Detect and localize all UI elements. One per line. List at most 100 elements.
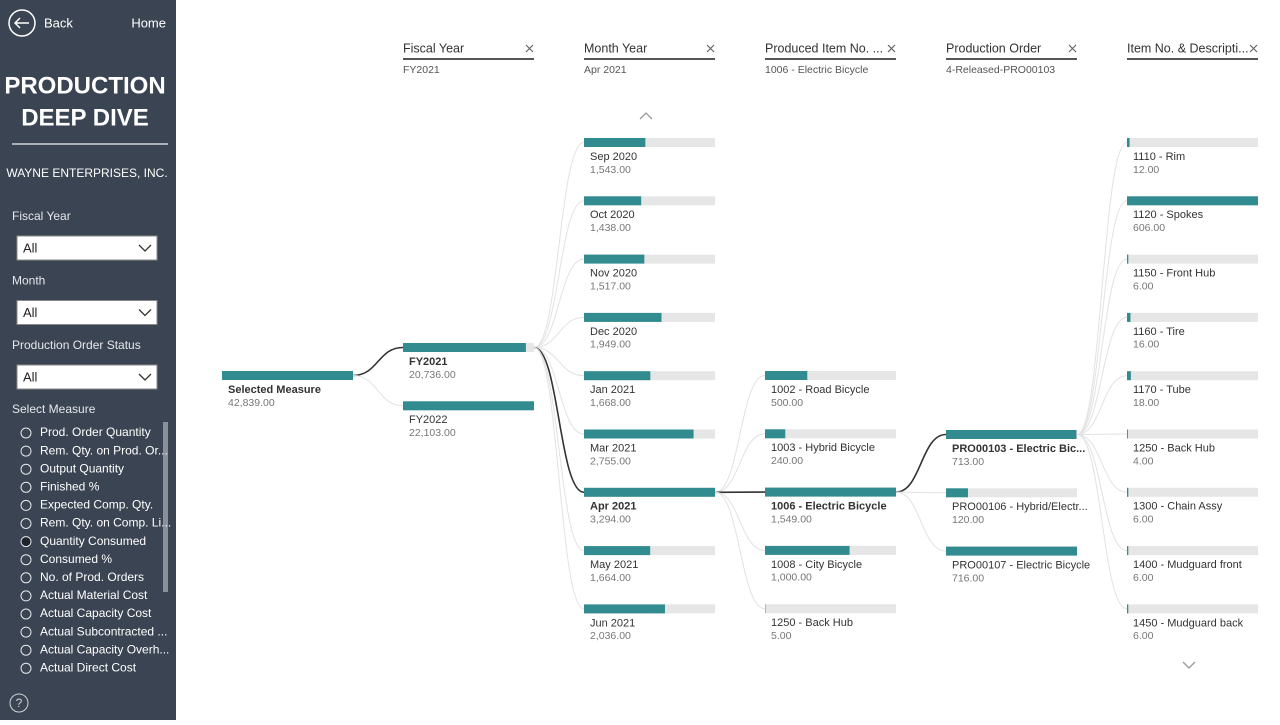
bar[interactable] bbox=[584, 255, 644, 264]
node-label[interactable]: Sep 2020 bbox=[590, 151, 637, 163]
measure-option[interactable]: Actual Direct Cost bbox=[40, 660, 137, 674]
connector bbox=[534, 348, 584, 551]
back-label[interactable]: Back bbox=[44, 15, 73, 30]
measure-option[interactable]: Actual Material Cost bbox=[40, 588, 148, 602]
filter-dropdown[interactable] bbox=[17, 301, 157, 325]
measure-option[interactable]: Expected Comp. Qty. bbox=[40, 498, 153, 512]
bar-track bbox=[1127, 371, 1258, 380]
node-label[interactable]: 1450 - Mudguard back bbox=[1133, 617, 1244, 629]
node-label[interactable]: 1003 - Hybrid Bicycle bbox=[771, 442, 875, 454]
bar[interactable] bbox=[584, 138, 645, 147]
bar[interactable] bbox=[403, 401, 534, 410]
measure-option[interactable]: Quantity Consumed bbox=[40, 534, 146, 548]
connector bbox=[1077, 143, 1127, 435]
measure-option[interactable]: Prod. Order Quantity bbox=[40, 425, 151, 439]
node-label[interactable]: 1110 - Rim bbox=[1133, 151, 1185, 163]
bar[interactable] bbox=[584, 604, 665, 613]
measure-option[interactable]: Consumed % bbox=[40, 552, 112, 566]
filter-dropdown[interactable] bbox=[17, 236, 157, 260]
node-label[interactable]: 1008 - City Bicycle bbox=[771, 559, 862, 571]
bar[interactable] bbox=[1127, 430, 1128, 439]
remove-level[interactable] bbox=[707, 45, 714, 52]
bar[interactable] bbox=[1127, 313, 1130, 322]
measure-option[interactable]: Rem. Qty. on Prod. Or... bbox=[40, 443, 168, 457]
measure-option[interactable]: Actual Capacity Cost bbox=[40, 606, 152, 620]
node-label[interactable]: 1250 - Back Hub bbox=[771, 617, 853, 629]
node-label[interactable]: PRO00107 - Electric Bicycle bbox=[952, 560, 1090, 572]
bar[interactable] bbox=[765, 429, 785, 438]
node-label[interactable]: 1400 - Mudguard front bbox=[1133, 559, 1242, 571]
node-label[interactable]: Apr 2021 bbox=[590, 501, 636, 513]
filter-value: All bbox=[23, 305, 38, 320]
bar[interactable] bbox=[946, 547, 1077, 556]
bar[interactable] bbox=[1127, 546, 1128, 555]
bar[interactable] bbox=[1127, 138, 1130, 147]
filter-dropdown[interactable] bbox=[17, 365, 157, 389]
node-label[interactable]: PRO00103 - Electric Bic... bbox=[952, 443, 1085, 455]
bar[interactable] bbox=[1127, 488, 1128, 497]
bar[interactable] bbox=[584, 371, 650, 380]
node-label[interactable]: 1120 - Spokes bbox=[1133, 209, 1204, 221]
node-label[interactable]: Oct 2020 bbox=[590, 209, 635, 221]
remove-level[interactable] bbox=[1069, 45, 1076, 52]
connector bbox=[534, 143, 584, 348]
bar[interactable] bbox=[765, 371, 807, 380]
bar[interactable] bbox=[584, 196, 641, 205]
bar[interactable] bbox=[765, 546, 850, 555]
node-label[interactable]: Dec 2020 bbox=[590, 326, 637, 338]
node-label[interactable]: FY2021 bbox=[409, 356, 448, 368]
bar[interactable] bbox=[765, 488, 896, 497]
bar[interactable] bbox=[1127, 196, 1258, 205]
radio-button[interactable] bbox=[21, 537, 31, 547]
remove-level[interactable] bbox=[526, 45, 533, 52]
bar[interactable] bbox=[584, 313, 662, 322]
node-label[interactable]: May 2021 bbox=[590, 559, 638, 571]
bar[interactable] bbox=[584, 430, 694, 439]
node-label[interactable]: 1160 - Tire bbox=[1133, 326, 1185, 338]
measure-option[interactable]: Finished % bbox=[40, 479, 100, 493]
node-label[interactable]: Nov 2020 bbox=[590, 268, 637, 280]
node-label[interactable]: 1006 - Electric Bicycle bbox=[771, 501, 887, 513]
node-label[interactable]: 1300 - Chain Assy bbox=[1133, 501, 1223, 513]
measure-option[interactable]: Actual Subcontracted ... bbox=[40, 624, 167, 638]
home-link[interactable]: Home bbox=[131, 15, 166, 30]
filter-value: All bbox=[23, 240, 38, 255]
node-label[interactable]: 1002 - Road Bicycle bbox=[771, 384, 869, 396]
scroll-down[interactable] bbox=[1183, 662, 1195, 668]
bar[interactable] bbox=[403, 343, 526, 352]
node-label[interactable]: 1150 - Front Hub bbox=[1133, 268, 1215, 280]
remove-level[interactable] bbox=[1250, 45, 1257, 52]
node-label[interactable]: 1170 - Tube bbox=[1133, 384, 1191, 396]
level-selection: 4-Released-PRO00103 bbox=[946, 64, 1055, 76]
level-header: Month Year bbox=[584, 41, 647, 55]
node-label[interactable]: PRO00106 - Hybrid/Electr... bbox=[952, 501, 1088, 513]
node-label[interactable]: Jan 2021 bbox=[590, 384, 635, 396]
measure-option[interactable]: Rem. Qty. on Comp. Li... bbox=[40, 516, 171, 530]
bar[interactable] bbox=[1127, 604, 1128, 613]
node-label[interactable]: Selected Measure bbox=[228, 384, 321, 396]
measure-option[interactable]: No. of Prod. Orders bbox=[40, 570, 144, 584]
bar[interactable] bbox=[946, 488, 968, 497]
node-label[interactable]: Jun 2021 bbox=[590, 617, 635, 629]
node-label[interactable]: Mar 2021 bbox=[590, 442, 636, 454]
node-value: 240.00 bbox=[771, 455, 803, 467]
measure-option[interactable]: Actual Capacity Overh... bbox=[40, 642, 169, 656]
connector bbox=[1077, 201, 1127, 435]
bar[interactable] bbox=[1127, 371, 1131, 380]
node-value: 713.00 bbox=[952, 456, 984, 468]
remove-level[interactable] bbox=[888, 45, 895, 52]
node-label[interactable]: FY2022 bbox=[409, 414, 448, 426]
bar[interactable] bbox=[584, 546, 650, 555]
measure-option[interactable]: Output Quantity bbox=[40, 461, 124, 475]
level-selection: 1006 - Electric Bicycle bbox=[765, 64, 868, 76]
node-value: 2,755.00 bbox=[590, 455, 631, 467]
bar[interactable] bbox=[584, 488, 715, 497]
bar[interactable] bbox=[1127, 255, 1128, 264]
connector bbox=[896, 492, 946, 551]
bar[interactable] bbox=[222, 371, 353, 380]
node-label[interactable]: 1250 - Back Hub bbox=[1133, 442, 1215, 454]
node-value: 22,103.00 bbox=[409, 427, 456, 439]
scroll-up[interactable] bbox=[640, 113, 652, 119]
node-value: 2,036.00 bbox=[590, 630, 631, 642]
bar[interactable] bbox=[946, 430, 1076, 439]
